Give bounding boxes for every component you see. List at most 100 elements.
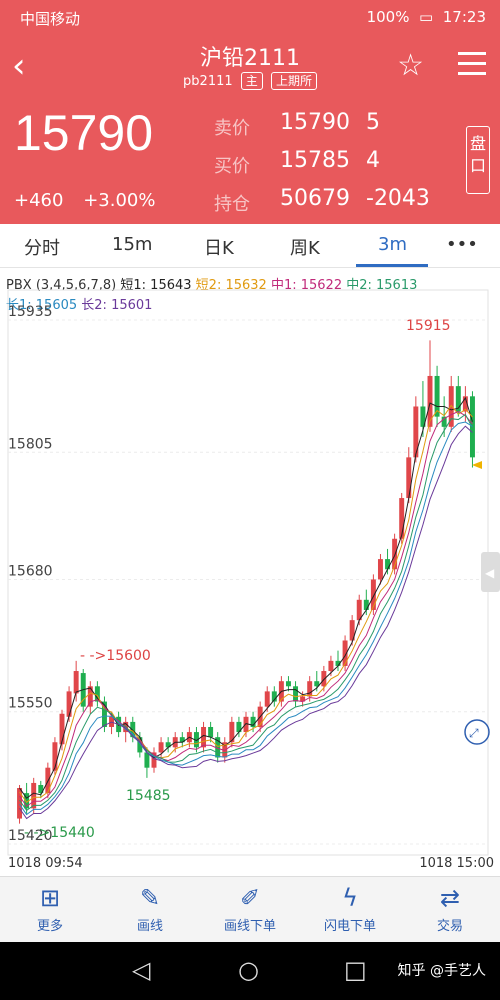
- ma-line: [19, 413, 473, 812]
- contract-subline: pb2111 主 上期所: [0, 72, 500, 90]
- battery-label: 100%: [366, 8, 410, 26]
- pen-order-icon: ✐: [239, 884, 261, 912]
- back-icon[interactable]: ‹: [12, 46, 26, 86]
- candle-body: [59, 713, 65, 745]
- candle-body: [328, 660, 334, 672]
- back-nav-icon[interactable]: ◁: [132, 956, 151, 984]
- chart-frame: [7, 289, 489, 856]
- ma-line: [19, 396, 473, 799]
- legend-l1: 长1: 15605: [6, 298, 78, 313]
- ask-price: 15790: [280, 110, 350, 135]
- nav-trade[interactable]: ⇄ 交易: [400, 883, 500, 934]
- candle-body: [264, 691, 270, 707]
- tab-daily[interactable]: 日K: [204, 238, 234, 259]
- bid-label: 买价: [214, 156, 250, 177]
- x-end-label: 1018 15:00: [419, 856, 494, 871]
- system-nav-bar: ◁ ○ □ 知乎 @手艺人: [0, 942, 500, 1000]
- candle-body: [448, 386, 454, 427]
- candle-body: [441, 416, 447, 427]
- ask-qty: 5: [366, 110, 380, 135]
- bid-price: 15785: [280, 148, 350, 173]
- order-book-button[interactable]: 盘口: [466, 126, 490, 194]
- high-annotation: 15915: [406, 318, 451, 334]
- legend-s1: 短1: 15643: [120, 278, 192, 293]
- indicator-legend-row1: PBX (3,4,5,6,7,8) 短1: 15643 短2: 15632 中1…: [6, 274, 417, 293]
- tab-timeshare[interactable]: 分时: [24, 238, 60, 259]
- candle-body: [144, 752, 150, 768]
- current-price-marker: [472, 461, 482, 469]
- indicator-params: (3,4,5,6,7,8): [35, 278, 117, 293]
- candle-body: [413, 406, 419, 458]
- grid-icon: ⊞: [39, 884, 61, 912]
- candle-body: [24, 793, 30, 809]
- candle-body: [31, 782, 37, 809]
- candle-body: [87, 686, 93, 707]
- ask-label: 卖价: [214, 118, 250, 139]
- candle-body: [137, 737, 143, 753]
- menu-icon[interactable]: [458, 52, 486, 82]
- nav-flash-order[interactable]: ϟ 闪电下单: [300, 883, 400, 934]
- open-interest-label: 持仓: [214, 194, 250, 215]
- x-start-label: 1018 09:54: [8, 856, 83, 871]
- nav-draw-line[interactable]: ✎ 画线: [100, 883, 200, 934]
- svg-text:⤢: ⤢: [468, 726, 479, 740]
- legend-m1: 中1: 15622: [270, 278, 343, 293]
- ma-line: [19, 404, 473, 803]
- candle-body: [469, 396, 475, 458]
- legend-l2: 长2: 15601: [81, 298, 153, 313]
- candle-body: [399, 498, 405, 539]
- tab-weekly[interactable]: 周K: [290, 238, 320, 259]
- recents-nav-icon[interactable]: □: [344, 956, 367, 984]
- y-tick-label: 15805: [8, 436, 53, 452]
- candle-body: [236, 721, 242, 733]
- last-price: 15790: [14, 105, 154, 161]
- change-pct: +3.00%: [83, 190, 156, 211]
- ma-line: [19, 411, 473, 808]
- candle-body: [66, 691, 72, 717]
- candle-body: [300, 696, 306, 702]
- quote-header: ‹ 沪铅2111 pb2111 主 上期所 ☆ 15790 +460 +3.00…: [0, 34, 500, 224]
- candle-body: [158, 742, 164, 753]
- active-tab-indicator: [356, 264, 428, 267]
- candle-body: [307, 681, 313, 697]
- candle-body: [455, 386, 461, 412]
- indicator-legend-row2: 长1: 15605 长2: 15601: [6, 294, 152, 313]
- candle-body: [38, 784, 44, 794]
- main-contract-tag: 主: [240, 72, 263, 90]
- candle-body: [335, 660, 341, 666]
- ma-line: [19, 421, 473, 816]
- y-tick-label: 15680: [8, 563, 53, 579]
- candles-layer: [17, 340, 475, 824]
- candle-body: [52, 742, 58, 771]
- home-nav-icon[interactable]: ○: [238, 956, 259, 984]
- nav-draw-order[interactable]: ✐ 画线下单: [200, 883, 300, 934]
- y-tick-label: 15550: [8, 696, 53, 712]
- tab-more[interactable]: •••: [446, 234, 478, 255]
- favorite-star-icon[interactable]: ☆: [397, 48, 424, 83]
- candle-body: [321, 671, 327, 687]
- clock-label: 17:23: [442, 8, 486, 26]
- watermark: 知乎 @手艺人: [397, 963, 486, 979]
- kline-chart[interactable]: 15935 15805 15680 15550 15420 15915 - ->1560…: [0, 270, 500, 875]
- bottom-toolbar: ⊞ 更多 ✎ 画线 ✐ 画线下单 ϟ 闪电下单 ⇄ 交易: [0, 876, 500, 942]
- candle-body: [165, 742, 171, 748]
- y-tick-label: 15935: [8, 304, 53, 320]
- candle-body: [215, 737, 221, 758]
- indicator-name: PBX: [6, 278, 32, 293]
- tab-3m[interactable]: 3m: [378, 234, 407, 255]
- legend-s2: 短2: 15632: [195, 278, 267, 293]
- open-interest-value: 50679: [280, 186, 350, 211]
- candle-body: [101, 701, 107, 727]
- candle-body: [151, 752, 157, 768]
- lightning-icon: ϟ: [342, 884, 358, 912]
- tab-15m[interactable]: 15m: [112, 234, 153, 255]
- low-annotation-b: - ->15440: [24, 825, 95, 841]
- nav-more[interactable]: ⊞ 更多: [0, 883, 100, 934]
- side-handle-icon: ◀: [485, 566, 495, 580]
- candle-body: [271, 691, 277, 702]
- candle-body: [243, 716, 249, 733]
- candle-body: [392, 538, 398, 570]
- candle-body: [377, 559, 383, 580]
- candle-body: [208, 726, 214, 738]
- open-interest-change: -2043: [366, 186, 430, 211]
